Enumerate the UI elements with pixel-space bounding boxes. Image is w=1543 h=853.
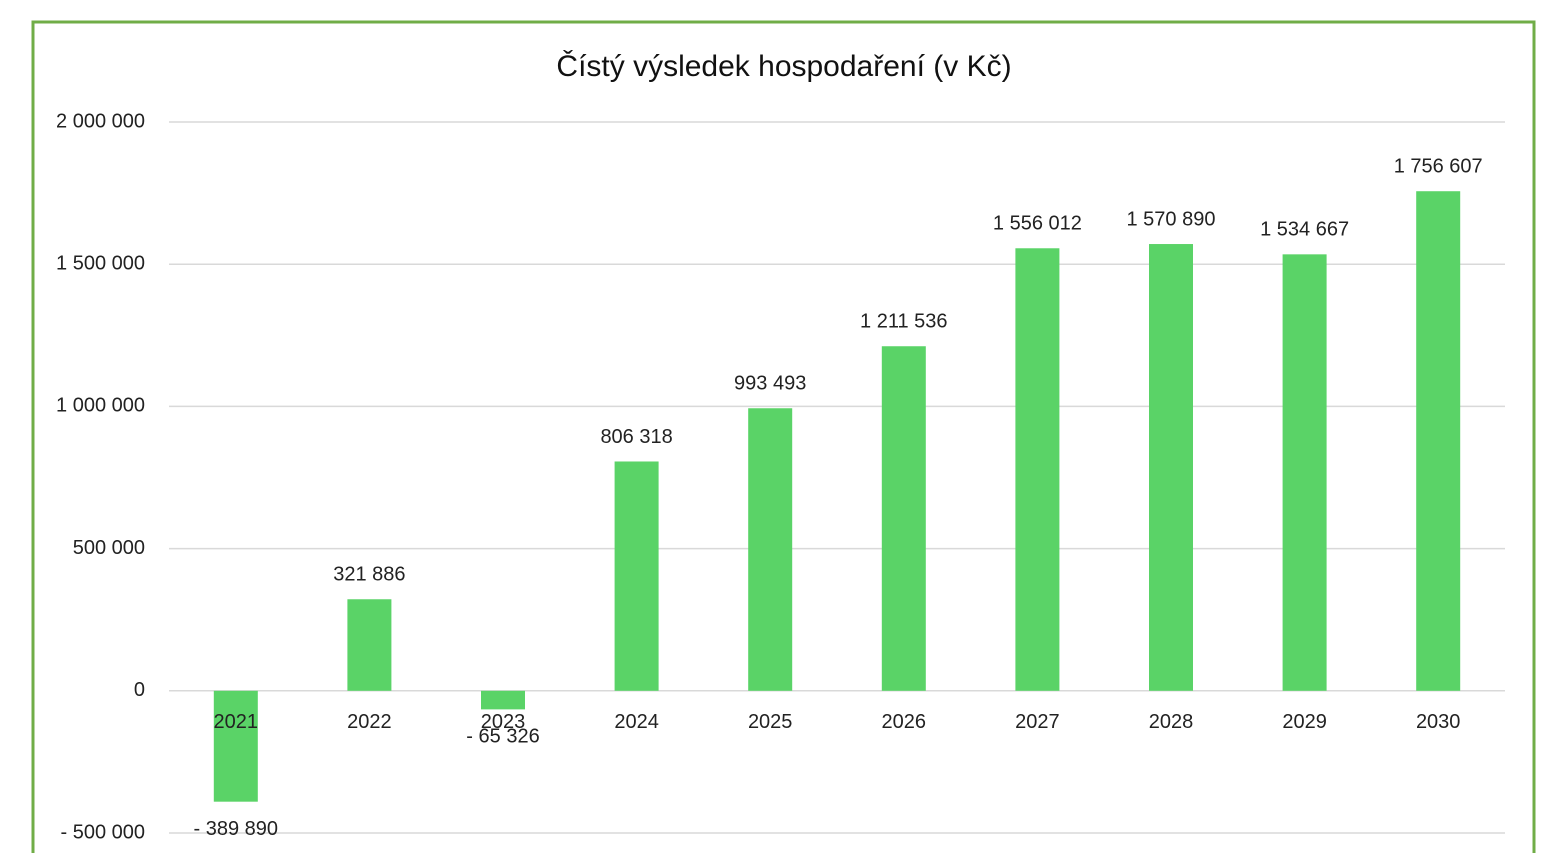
x-tick-label: 2028: [1149, 711, 1194, 733]
x-tick-label: 2023: [481, 711, 526, 733]
x-tick-label: 2027: [1015, 711, 1060, 733]
bar: [1282, 254, 1327, 691]
y-tick-label: 1 500 000: [56, 252, 145, 274]
data-label: 1 556 012: [993, 213, 1082, 235]
data-label: 1 211 536: [860, 311, 948, 333]
x-tick-label: 2021: [214, 711, 259, 733]
x-tick-label: 2024: [614, 711, 659, 733]
data-label: 1 570 890: [1127, 208, 1216, 230]
y-tick-label: 500 000: [73, 537, 145, 559]
bar: [1149, 244, 1193, 691]
chart-title: Čístý výsledek hospodaření (v Kč): [556, 49, 1011, 83]
bar: [614, 461, 659, 691]
data-label: - 65 326: [466, 726, 539, 748]
y-tick-label: 0: [134, 679, 145, 701]
bar: [748, 408, 793, 691]
y-tick-label: 1 000 000: [56, 395, 145, 417]
data-label: 1 756 607: [1394, 156, 1483, 178]
x-tick-label: 2022: [347, 711, 392, 733]
x-tick-label: 2029: [1282, 711, 1327, 733]
data-label: 993 493: [734, 373, 806, 395]
bar: [347, 599, 392, 691]
bar: [213, 690, 258, 802]
x-tick-label: 2030: [1416, 711, 1461, 733]
bar: [1015, 248, 1060, 691]
y-tick-label: - 500 000: [60, 821, 145, 843]
x-tick-label: 2025: [748, 711, 793, 733]
bar: [1416, 191, 1461, 691]
data-label: - 389 890: [194, 818, 279, 840]
data-label: 806 318: [600, 426, 672, 448]
x-tick-label: 2026: [882, 711, 927, 733]
bar: [881, 346, 926, 691]
bar: [481, 690, 525, 710]
data-label: 1 534 667: [1260, 219, 1349, 241]
y-tick-label: 2 000 000: [56, 110, 145, 132]
data-label: 321 886: [333, 564, 405, 586]
